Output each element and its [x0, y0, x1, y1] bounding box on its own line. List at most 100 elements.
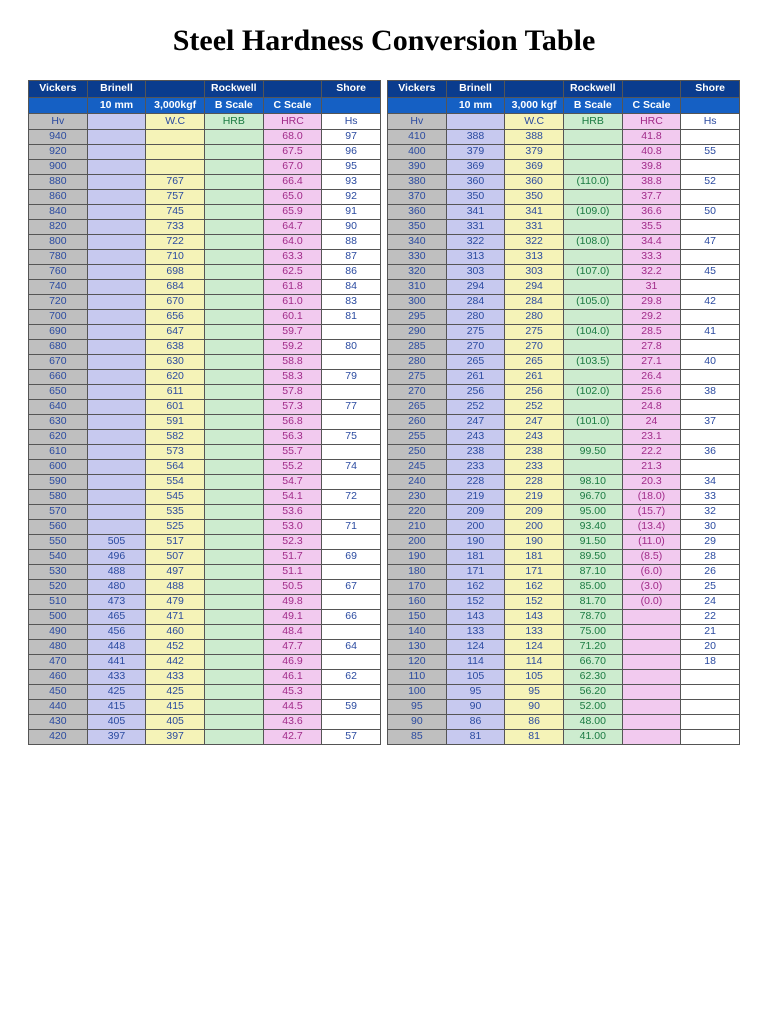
data-cell: [87, 175, 146, 190]
data-cell: [563, 400, 622, 415]
table-row: 25023823899.5022.236: [388, 445, 740, 460]
data-cell: 510: [29, 595, 88, 610]
data-cell: 86: [505, 715, 564, 730]
data-cell: 181: [505, 550, 564, 565]
data-cell: 79: [322, 370, 381, 385]
data-cell: [563, 340, 622, 355]
header3-cell: Hv: [29, 114, 88, 130]
data-cell: 256: [446, 385, 505, 400]
header1-cell: Brinell: [87, 81, 146, 98]
data-cell: 41: [681, 325, 740, 340]
data-cell: [87, 520, 146, 535]
data-cell: 64.0: [263, 235, 322, 250]
data-cell: 545: [146, 490, 205, 505]
data-cell: 303: [505, 265, 564, 280]
data-cell: 388: [446, 130, 505, 145]
table-row: 39036936939.8: [388, 160, 740, 175]
data-cell: 360: [446, 175, 505, 190]
data-cell: 900: [29, 160, 88, 175]
data-cell: [322, 325, 381, 340]
data-cell: [87, 295, 146, 310]
header1-cell: Brinell: [446, 81, 505, 98]
data-cell: 490: [29, 625, 88, 640]
data-cell: 69: [322, 550, 381, 565]
data-cell: 65.9: [263, 205, 322, 220]
data-cell: [87, 460, 146, 475]
header3-cell: HRB: [204, 114, 263, 130]
data-cell: 84: [322, 280, 381, 295]
data-cell: 280: [388, 355, 447, 370]
data-cell: [622, 685, 681, 700]
data-cell: 745: [146, 205, 205, 220]
data-cell: 488: [146, 580, 205, 595]
header1-cell: [505, 81, 564, 98]
data-cell: 425: [87, 685, 146, 700]
data-cell: [204, 445, 263, 460]
data-cell: 80: [322, 340, 381, 355]
data-cell: [563, 190, 622, 205]
data-cell: [322, 595, 381, 610]
data-cell: 590: [29, 475, 88, 490]
header3-cell: [87, 114, 146, 130]
data-cell: 29.2: [622, 310, 681, 325]
data-cell: 98.10: [563, 475, 622, 490]
data-cell: 507: [146, 550, 205, 565]
data-cell: 86: [322, 265, 381, 280]
data-cell: 114: [505, 655, 564, 670]
data-cell: [204, 415, 263, 430]
data-cell: [204, 250, 263, 265]
data-cell: [204, 355, 263, 370]
data-cell: [322, 415, 381, 430]
data-cell: [87, 235, 146, 250]
data-cell: [87, 385, 146, 400]
data-cell: 684: [146, 280, 205, 295]
data-cell: [204, 385, 263, 400]
data-cell: 83: [322, 295, 381, 310]
data-cell: 95: [505, 685, 564, 700]
data-cell: [563, 250, 622, 265]
data-cell: 252: [505, 400, 564, 415]
table-row: 69064759.7: [29, 325, 381, 340]
data-cell: 143: [446, 610, 505, 625]
data-cell: 820: [29, 220, 88, 235]
data-cell: [204, 145, 263, 160]
data-cell: 66.70: [563, 655, 622, 670]
data-cell: 800: [29, 235, 88, 250]
data-cell: 64.7: [263, 220, 322, 235]
data-cell: 29: [681, 535, 740, 550]
data-cell: 220: [388, 505, 447, 520]
data-cell: [563, 430, 622, 445]
data-cell: [87, 205, 146, 220]
data-cell: 341: [446, 205, 505, 220]
data-cell: 270: [388, 385, 447, 400]
data-cell: 275: [505, 325, 564, 340]
data-cell: 560: [29, 520, 88, 535]
data-cell: 680: [29, 340, 88, 355]
table-row: 380360360(110.0)38.852: [388, 175, 740, 190]
data-cell: 34: [681, 475, 740, 490]
data-cell: (8.5): [622, 550, 681, 565]
data-cell: 57: [322, 730, 381, 745]
data-cell: 95.00: [563, 505, 622, 520]
data-cell: [563, 370, 622, 385]
data-cell: 250: [388, 445, 447, 460]
data-cell: [681, 280, 740, 295]
data-cell: 40: [681, 355, 740, 370]
data-cell: [204, 715, 263, 730]
data-cell: [204, 490, 263, 505]
data-cell: 66.4: [263, 175, 322, 190]
data-cell: 46.9: [263, 655, 322, 670]
table-row: 68063859.280: [29, 340, 381, 355]
data-cell: (110.0): [563, 175, 622, 190]
data-cell: 91.50: [563, 535, 622, 550]
data-cell: 47: [681, 235, 740, 250]
data-cell: 656: [146, 310, 205, 325]
data-cell: 133: [446, 625, 505, 640]
data-cell: 48.4: [263, 625, 322, 640]
data-cell: [622, 715, 681, 730]
table-row: 74068461.884: [29, 280, 381, 295]
data-cell: 190: [388, 550, 447, 565]
data-cell: 62.30: [563, 670, 622, 685]
data-cell: [204, 595, 263, 610]
data-cell: [622, 610, 681, 625]
